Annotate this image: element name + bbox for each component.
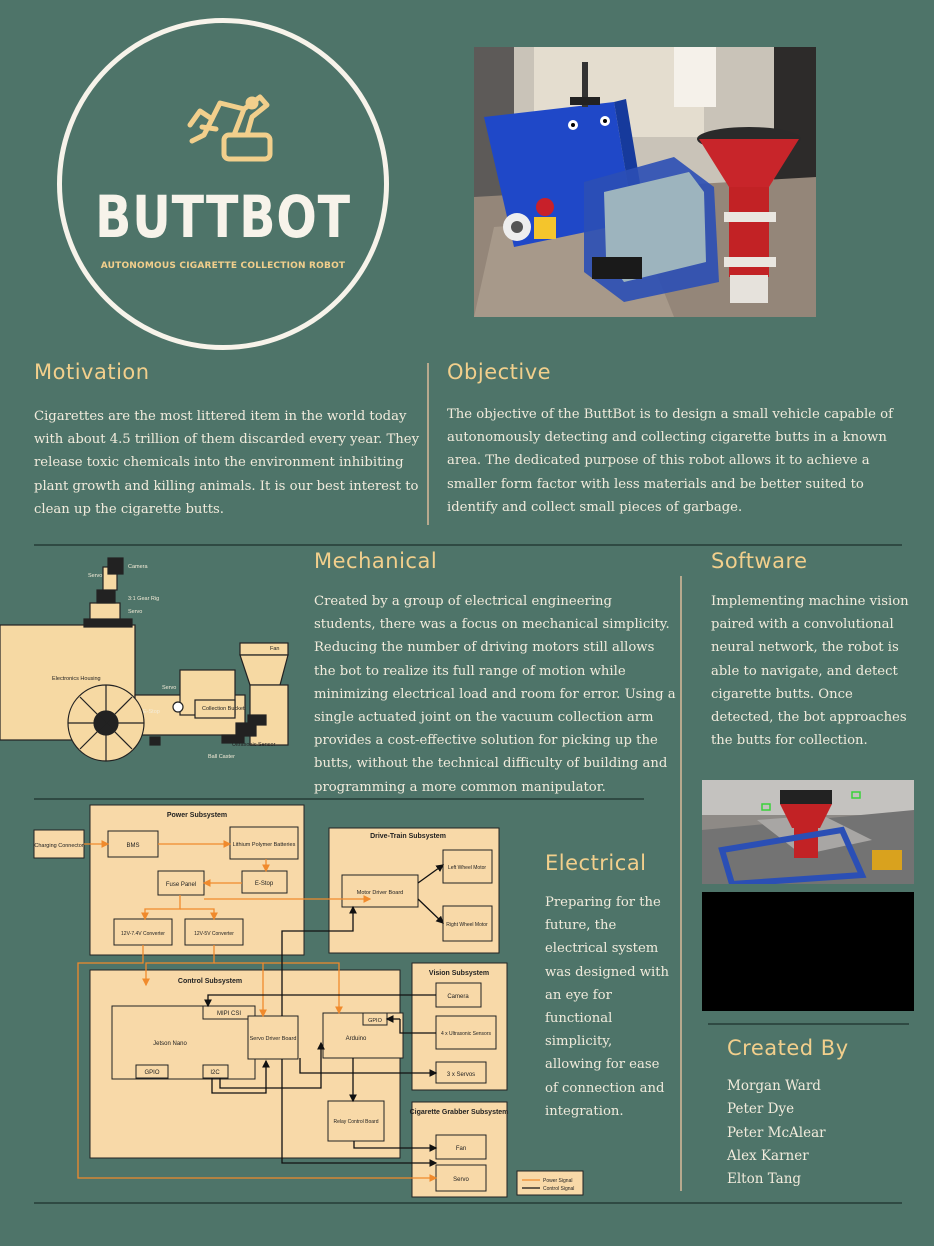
- label-servo-mid: Servo: [128, 609, 142, 615]
- logo-subtitle: AUTONOMOUS CIGARETTE COLLECTION ROBOT: [100, 261, 346, 271]
- divider-bottom: [34, 1202, 902, 1204]
- gpio-arduino-box: GPIO: [368, 1018, 382, 1024]
- motivation-heading: Motivation: [34, 360, 150, 384]
- label-caster: Ball Caster: [208, 754, 235, 760]
- member-name: Morgan Ward: [727, 1078, 821, 1094]
- mipi-box: MIPI CSI: [217, 1011, 241, 1017]
- software-text: Implementing machine vision paired with …: [711, 594, 909, 749]
- mechanical-diagram: Camera Servo 3:1 Gear Rig Servo Servo E-…: [0, 557, 289, 762]
- label-housing: Electronics Housing: [52, 676, 101, 682]
- objective-heading: Objective: [447, 360, 552, 384]
- arduino-box: Arduino: [346, 1036, 367, 1042]
- electrical-diagram: Power Subsystem Drive-Train Subsystem Co…: [33, 804, 584, 1198]
- gpio-jetson-box: GPIO: [144, 1070, 159, 1076]
- conv-74-box: 12V-7.4V Converter: [121, 931, 165, 937]
- servo-box: Servo: [453, 1177, 469, 1183]
- mechanical-text: Created by a group of electrical enginee…: [314, 594, 676, 795]
- jetson-box: Jetson Nano: [153, 1041, 187, 1047]
- lipo-box: Lithium Polymer Batteries: [233, 842, 296, 848]
- fuse-panel-box: Fuse Panel: [166, 882, 196, 888]
- grabber-subsystem-label: Cigarette Grabber Subsystem: [410, 1109, 509, 1116]
- video-placeholder: [702, 892, 914, 1011]
- i2c-box: I2C: [210, 1070, 220, 1076]
- label-estop: E-Stop: [143, 709, 160, 715]
- member-name: Peter McAlear: [727, 1124, 826, 1141]
- created-by-list: Morgan Ward Peter Dye Peter McAlear Alex…: [727, 1075, 826, 1191]
- estop-box: E-Stop: [255, 881, 274, 887]
- objective-text: The objective of the ButtBot is to desig…: [447, 407, 893, 515]
- member-name: Elton Tang: [727, 1171, 802, 1188]
- vision-subsystem-label: Vision Subsystem: [429, 970, 489, 977]
- motivation-text: Cigarettes are the most littered item in…: [34, 409, 420, 517]
- camera-box: Camera: [447, 994, 469, 1000]
- relay-box: Relay Control Board: [333, 1119, 378, 1125]
- robot-photo: [474, 47, 816, 317]
- motor-driver-box: Motor Driver Board: [357, 890, 403, 896]
- charging-connector-box: Charging Connector: [34, 843, 83, 849]
- label-servo-top: Servo: [88, 573, 102, 579]
- drivetrain-subsystem-label: Drive-Train Subsystem: [370, 833, 446, 840]
- vision-photo: [702, 780, 914, 884]
- label-servo-arm: Servo: [162, 685, 176, 691]
- left-motor-box: Left Wheel Motor: [448, 865, 486, 871]
- fan-box: Fan: [456, 1146, 466, 1152]
- logo-title: BUTTBOT: [95, 183, 351, 251]
- servo-driver-box: Servo Driver Board: [250, 1036, 297, 1042]
- label-fan: Fan: [270, 646, 279, 652]
- power-subsystem-label: Power Subsystem: [167, 812, 227, 819]
- label-camera: Camera: [128, 564, 149, 570]
- label-ultrasonic: Ultrasonic Sensor: [232, 742, 276, 748]
- electrical-text: Preparing for the future, the electrical…: [545, 895, 670, 1119]
- legend-power: Power Signal: [543, 1178, 572, 1184]
- divider-created: [708, 1023, 909, 1025]
- software-heading: Software: [711, 549, 808, 573]
- divider-top: [427, 363, 429, 525]
- created-by-heading: Created By: [727, 1036, 849, 1060]
- right-motor-box: Right Wheel Motor: [446, 922, 488, 928]
- label-bucket: Collection Bucket: [202, 706, 245, 712]
- divider-mid: [680, 576, 682, 1191]
- conv-5-box: 12V-5V Converter: [194, 931, 234, 937]
- legend-control: Control Signal: [543, 1186, 574, 1192]
- member-name: Peter Dye: [727, 1101, 795, 1118]
- electrical-heading: Electrical: [545, 851, 647, 875]
- ultrasonic-box: 4 x Ultrasonic Sensors: [441, 1031, 492, 1037]
- control-subsystem-label: Control Subsystem: [178, 978, 242, 985]
- servos3-box: 3 x Servos: [447, 1072, 475, 1078]
- robot-arm-icon: [187, 94, 273, 162]
- divider-h1: [34, 544, 902, 546]
- divider-h2: [34, 798, 644, 800]
- logo: BUTTBOT AUTONOMOUS CIGARETTE COLLECTION …: [57, 18, 389, 350]
- member-name: Alex Karner: [727, 1147, 809, 1164]
- mechanical-heading: Mechanical: [314, 549, 438, 573]
- bms-box: BMS: [126, 843, 139, 849]
- label-gear: 3:1 Gear Rig: [128, 596, 159, 602]
